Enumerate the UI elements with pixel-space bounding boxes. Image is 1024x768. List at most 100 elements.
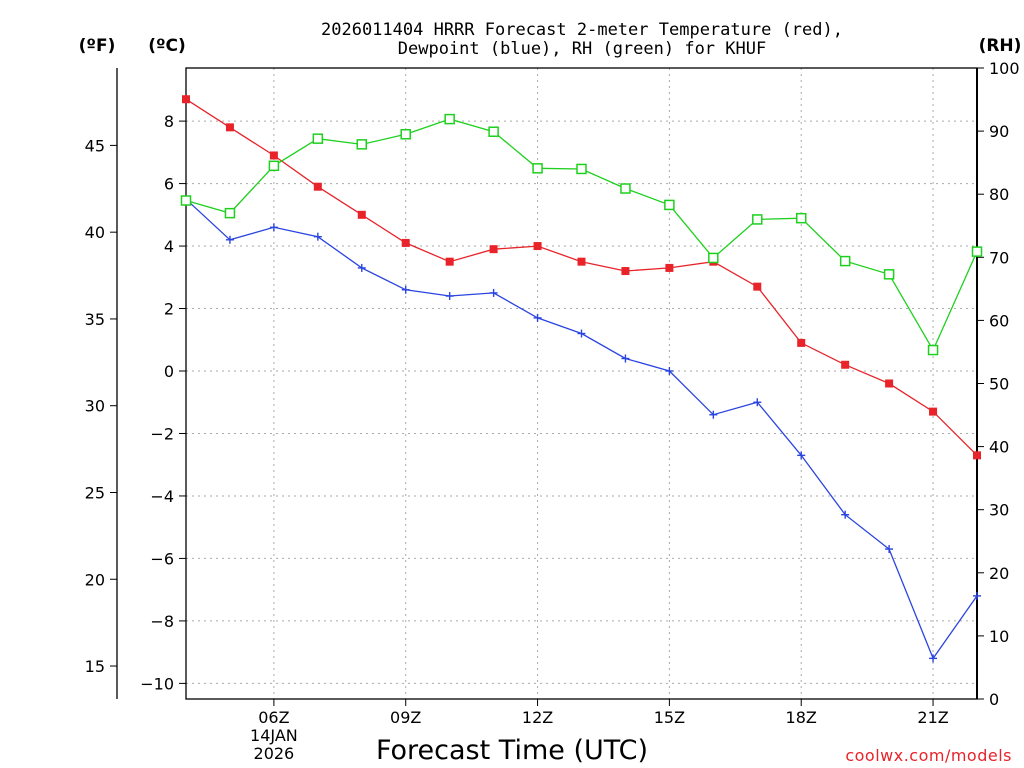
- data-point-marker: [488, 126, 499, 137]
- data-point-marker: [224, 207, 236, 219]
- data-point-marker: [400, 129, 411, 140]
- fahrenheit-tick-label: 15: [85, 657, 105, 676]
- data-point-marker: [753, 398, 762, 407]
- data-point-marker: [927, 344, 939, 356]
- fahrenheit-tick-label: 25: [85, 483, 105, 502]
- data-point-marker: [401, 238, 410, 247]
- x-tick-label: 06Z: [258, 708, 289, 727]
- data-point-marker: [883, 269, 895, 280]
- celsius-tick-label: −4: [150, 487, 174, 506]
- x-date-label: 14JAN: [250, 726, 298, 745]
- data-point-marker: [841, 360, 850, 369]
- series-relative-humidity: [180, 113, 983, 356]
- rh-tick-label: 70: [989, 248, 1009, 267]
- data-point-marker: [225, 235, 234, 244]
- rh-tick-label: 60: [989, 311, 1009, 330]
- data-point-marker: [445, 257, 454, 266]
- data-point-marker: [356, 139, 368, 150]
- data-point-marker: [929, 407, 938, 416]
- data-point-marker: [752, 214, 763, 225]
- data-point-marker: [797, 338, 806, 347]
- fahrenheit-tick-label: 20: [85, 570, 105, 589]
- data-point-marker: [839, 255, 851, 267]
- celsius-tick-label: 2: [164, 300, 174, 319]
- celsius-tick-label: 6: [164, 175, 174, 194]
- data-point-marker: [664, 199, 675, 211]
- celsius-tick-label: 0: [164, 362, 174, 381]
- data-point-marker: [444, 113, 455, 125]
- data-point-marker: [576, 163, 587, 175]
- data-point-marker: [533, 313, 542, 322]
- series-2-meter-temperature: [182, 95, 981, 460]
- x-tick-label: 18Z: [786, 708, 817, 727]
- fahrenheit-tick-label: 45: [85, 136, 105, 155]
- x-axis-label: Forecast Time (UTC): [376, 735, 648, 766]
- data-point-marker: [753, 282, 762, 291]
- data-point-marker: [885, 379, 894, 388]
- data-point-marker: [929, 654, 938, 663]
- data-point-marker: [665, 367, 674, 376]
- fahrenheit-tick-label: 40: [85, 223, 105, 242]
- celsius-tick-label: −2: [150, 424, 174, 443]
- data-point-marker: [708, 252, 719, 264]
- data-point-marker: [269, 151, 278, 160]
- data-point-marker: [620, 183, 631, 194]
- series-line: [185, 98, 978, 456]
- fahrenheit-tick-label: 35: [85, 310, 105, 329]
- data-point-marker: [225, 123, 234, 132]
- rh-tick-label: 0: [989, 690, 999, 709]
- x-year-label: 2026: [254, 744, 295, 763]
- data-point-marker: [269, 223, 278, 232]
- axes: [116, 67, 978, 700]
- data-point-marker: [532, 163, 543, 174]
- data-point-marker: [489, 245, 498, 254]
- data-point-marker: [665, 263, 674, 272]
- data-point-marker: [885, 545, 894, 554]
- data-point-marker: [180, 195, 192, 206]
- celsius-tick-label: 8: [164, 112, 174, 131]
- celsius-tick-label: −8: [150, 612, 174, 631]
- rh-tick-label: 100: [989, 59, 1020, 78]
- chart-title-line2: Dewpoint (blue), RH (green) for KHUF: [398, 39, 766, 59]
- data-point-marker: [401, 285, 410, 294]
- data-point-marker: [973, 591, 981, 600]
- celsius-tick-label: −6: [150, 549, 174, 568]
- data-point-marker: [313, 232, 322, 241]
- data-point-marker: [971, 246, 983, 257]
- data-point-marker: [357, 263, 366, 272]
- celsius-tick-label: 4: [164, 237, 174, 256]
- plot-frame: [185, 67, 978, 700]
- data-point-marker: [357, 210, 366, 219]
- data-point-marker: [709, 410, 718, 419]
- rh-tick-label: 30: [989, 501, 1009, 520]
- x-tick-label: 12Z: [522, 708, 553, 727]
- grid-lines: [186, 68, 977, 699]
- x-tick-label: 21Z: [917, 708, 948, 727]
- data-series: [180, 95, 983, 663]
- celsius-unit-label: (ºC): [148, 36, 186, 56]
- series-line: [185, 118, 978, 352]
- data-point-marker: [577, 329, 586, 338]
- data-point-marker: [795, 212, 807, 224]
- celsius-tick-label: −10: [140, 674, 174, 693]
- rh-tick-label: 10: [989, 627, 1009, 646]
- rh-tick-label: 80: [989, 185, 1009, 204]
- rh-tick-label: 90: [989, 122, 1009, 141]
- rh-tick-label: 40: [989, 438, 1009, 457]
- fahrenheit-unit-label: (ºF): [79, 36, 116, 56]
- rh-tick-label: 50: [989, 375, 1009, 394]
- data-point-marker: [841, 510, 850, 519]
- x-tick-label: 09Z: [390, 708, 421, 727]
- data-point-marker: [445, 292, 454, 301]
- data-point-marker: [577, 257, 586, 266]
- data-point-marker: [533, 242, 542, 251]
- data-point-marker: [797, 451, 806, 460]
- credit-label: coolwx.com/models: [845, 746, 1012, 765]
- x-tick-label: 15Z: [654, 708, 685, 727]
- data-point-marker: [489, 288, 498, 297]
- fahrenheit-tick-label: 30: [85, 397, 105, 416]
- data-point-marker: [313, 182, 322, 191]
- data-point-marker: [973, 451, 981, 460]
- rh-tick-label: 20: [989, 564, 1009, 583]
